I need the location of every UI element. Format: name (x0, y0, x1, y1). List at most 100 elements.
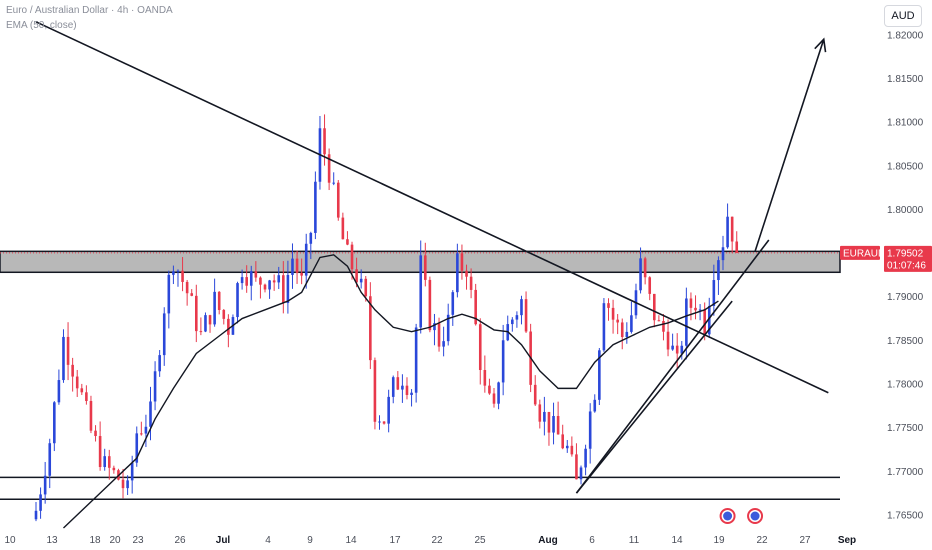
candle-body (149, 401, 152, 427)
candle-body (350, 244, 354, 270)
x-tick-label: Sep (838, 535, 856, 546)
candle-body (565, 445, 569, 449)
candle-body (323, 128, 326, 155)
candle-body (249, 271, 253, 286)
candle-body (602, 303, 606, 351)
candle-body (414, 327, 418, 393)
candle-body (703, 309, 706, 335)
candle-body (666, 331, 670, 350)
candle-body (66, 336, 70, 365)
candle-body (391, 377, 395, 397)
candle-body (520, 299, 523, 316)
candle-body (625, 331, 629, 337)
price-axis (840, 0, 932, 550)
y-tick-label: 1.82000 (887, 30, 924, 41)
candle-body (616, 319, 619, 323)
candle-body (547, 411, 551, 433)
candle-body (346, 239, 349, 245)
candle-body (721, 247, 725, 261)
event-flag-icon (723, 511, 733, 521)
candle-body (410, 392, 413, 395)
candle-body (524, 299, 528, 332)
candle-body (675, 345, 679, 354)
candle-body (213, 291, 216, 325)
candle-body (89, 400, 93, 431)
candle-body (240, 277, 244, 284)
candle-body (515, 315, 519, 320)
x-tick-label: 14 (345, 535, 357, 546)
x-tick-label: 9 (307, 535, 313, 546)
candle-body (176, 270, 180, 272)
candle-body (575, 454, 578, 480)
x-tick-label: 22 (756, 535, 768, 546)
candle-body (158, 355, 161, 372)
candle-body (533, 384, 537, 405)
candle-body (552, 415, 555, 433)
candle-body (85, 392, 88, 401)
candle-body (378, 421, 381, 423)
candle-body (643, 258, 647, 278)
candle-body (588, 411, 592, 449)
candle-body (579, 467, 583, 480)
candle-body (401, 385, 404, 390)
candle-body (611, 307, 615, 320)
candle-body (561, 434, 564, 449)
candle-body (382, 421, 386, 424)
candle-body (94, 430, 97, 437)
candle-body (199, 331, 203, 333)
candle-body (291, 258, 294, 275)
candle-body (172, 271, 175, 275)
event-flag-icon (750, 511, 760, 521)
candle-body (130, 462, 134, 481)
x-tick-label: 17 (389, 535, 401, 546)
candle-body (62, 336, 65, 381)
candle-body (451, 292, 455, 315)
candle-body (217, 291, 221, 310)
arrow-head (814, 37, 827, 53)
candle-body (286, 274, 290, 303)
candle-body (501, 340, 505, 383)
candle-body (327, 154, 331, 183)
candle-body (648, 277, 652, 294)
trendline-0 (35, 21, 829, 394)
candle-body (373, 360, 377, 422)
candle-body (671, 345, 674, 350)
target-arrow (754, 39, 825, 252)
candle-body (730, 216, 734, 242)
candle-body (107, 456, 111, 468)
candle-body (53, 402, 56, 444)
y-tick-label: 1.77500 (887, 423, 924, 434)
candle-body (707, 305, 711, 335)
symbol-label: EURAUD (843, 248, 885, 259)
candle-body (222, 309, 226, 319)
y-tick-label: 1.76500 (887, 510, 924, 521)
candle-body (272, 280, 276, 283)
candle-body (208, 315, 212, 325)
candle-body (694, 307, 697, 311)
candle-body (584, 448, 587, 468)
candle-body (593, 399, 597, 412)
candle-body (469, 276, 473, 290)
candle-body (689, 298, 693, 308)
candle-body (309, 232, 313, 244)
x-tick-label: 22 (431, 535, 443, 546)
y-tick-label: 1.78500 (887, 336, 924, 347)
candle-body (245, 277, 248, 286)
y-tick-label: 1.81500 (887, 74, 924, 85)
countdown-label: 01:07:46 (887, 260, 926, 271)
candle-body (387, 396, 390, 424)
candle-body (369, 296, 372, 361)
currency-button[interactable]: AUD (884, 5, 922, 27)
candle-body (39, 494, 42, 511)
candle-body (488, 385, 491, 394)
candle-body (620, 322, 624, 337)
candle-body (195, 295, 198, 332)
candle-body (726, 216, 729, 248)
candle-body (204, 315, 207, 332)
x-tick-label: 18 (89, 535, 101, 546)
x-tick-label: 14 (671, 535, 683, 546)
trendline-1 (575, 239, 770, 494)
candle-body (181, 270, 184, 282)
candle-body (483, 370, 487, 386)
